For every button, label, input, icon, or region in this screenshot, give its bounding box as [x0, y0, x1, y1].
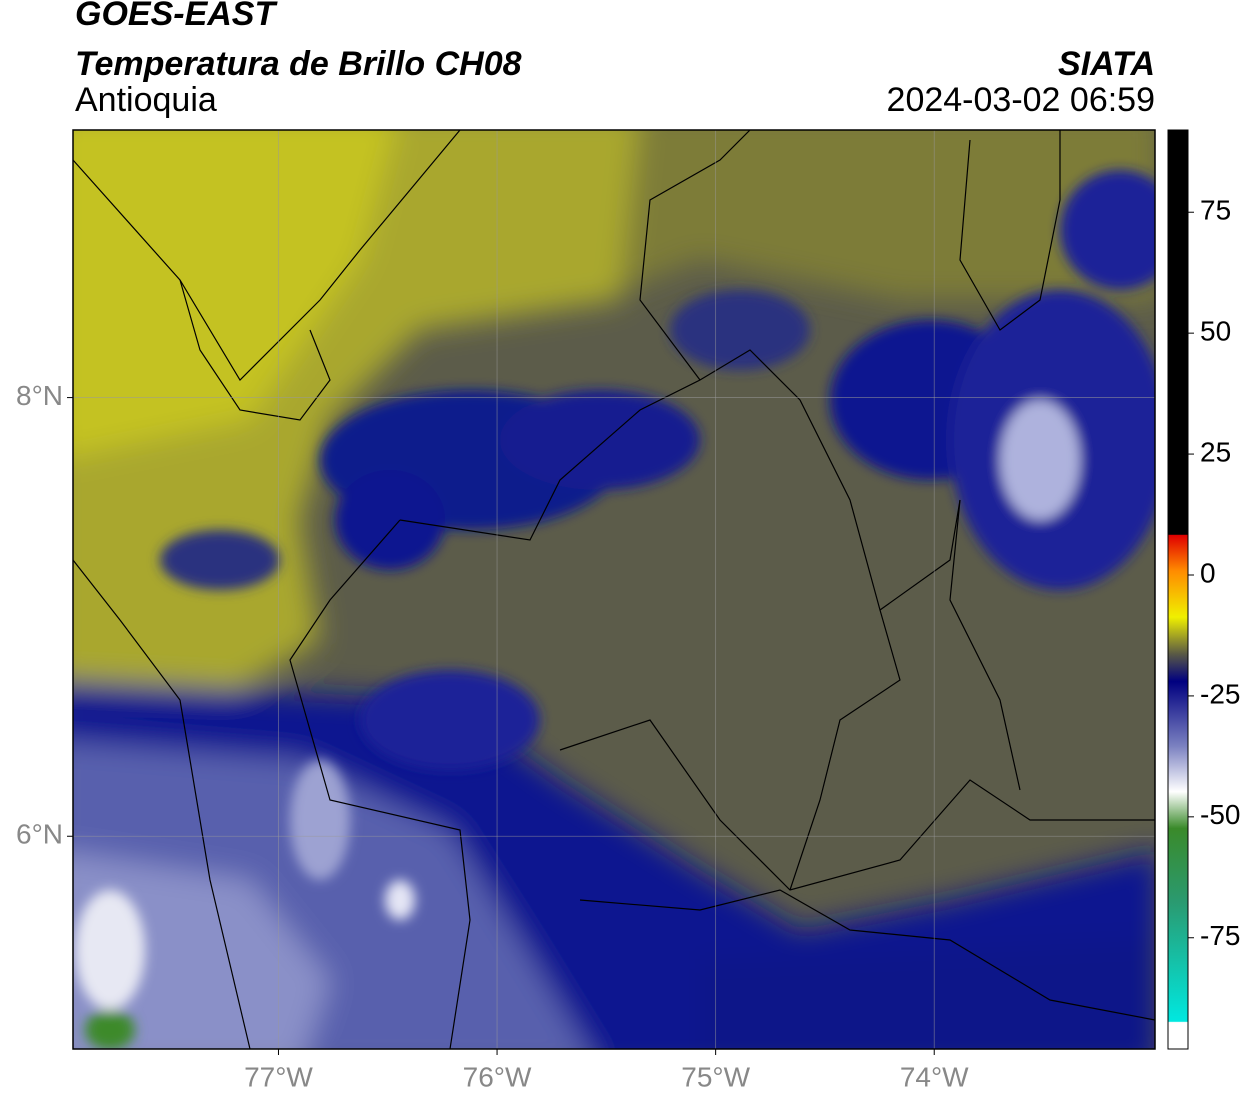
colorbar-tick-label: -75 [1200, 920, 1240, 951]
x-tick-label: 76°W [463, 1061, 532, 1092]
colorbar-tick-label: -50 [1200, 799, 1240, 830]
colorbar [1167, 129, 1189, 1050]
datetime: 2024-03-02 06:59 [887, 81, 1155, 119]
source: SIATA [1058, 45, 1155, 83]
title: GOES-EAST [75, 0, 278, 33]
satellite-image [73, 130, 1155, 1049]
x-tick-label: 77°W [244, 1061, 313, 1092]
region: Antioquia [75, 81, 217, 119]
map-frame [72, 129, 1156, 1050]
colorbar-tick-label: 50 [1200, 316, 1231, 347]
x-tick-label: 75°W [681, 1061, 750, 1092]
colorbar-tick-label: 25 [1200, 436, 1231, 467]
colorbar-tick-label: -25 [1200, 678, 1240, 709]
colorbar-tick-label: 0 [1200, 557, 1216, 588]
colorbar-tick-label: 75 [1200, 195, 1231, 226]
x-tick-label: 74°W [900, 1061, 969, 1092]
subtitle: Temperatura de Brillo CH08 [75, 45, 522, 83]
y-tick-label: 8°N [16, 380, 63, 411]
y-tick-label: 6°N [16, 819, 63, 850]
